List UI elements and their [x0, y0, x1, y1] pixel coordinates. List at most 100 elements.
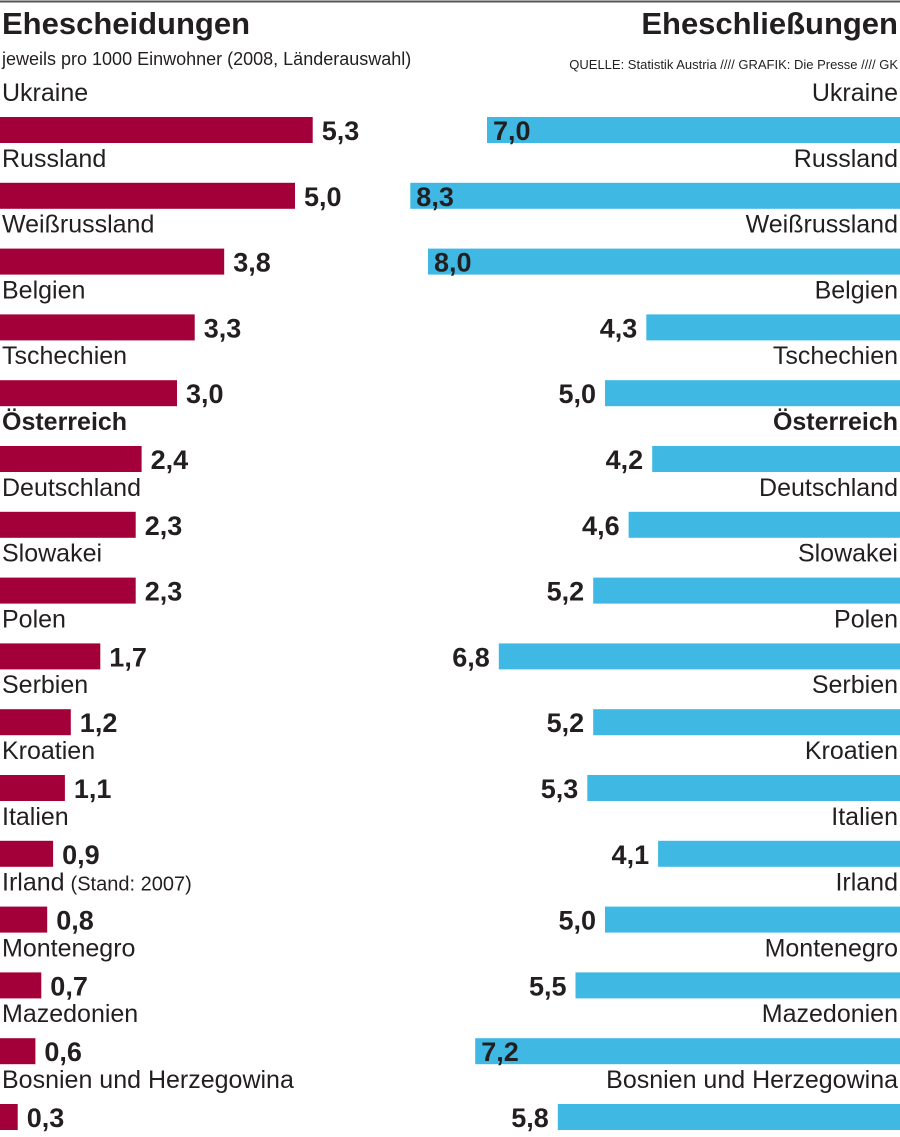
- right-bar-2: [410, 182, 900, 209]
- left-value-label-7: 2,3: [145, 511, 183, 541]
- left-category-label-14: Montenegro: [2, 934, 135, 962]
- left-category-label-3: Weißrussland: [2, 211, 154, 239]
- left-value-label-6: 2,4: [151, 445, 189, 475]
- right-value-label-7: 4,6: [582, 511, 620, 541]
- right-bar-5: [605, 380, 900, 407]
- divorce-bars-group: Ukraine 5,3 Russland 5,0 Weißrussland 3,8 Belg…: [0, 79, 359, 1133]
- left-category-name-4: Belgien: [2, 276, 85, 304]
- left-category-label-5: Tschechien: [2, 342, 127, 370]
- left-category-label-15: Mazedonien: [2, 1000, 138, 1028]
- right-category-label-15: Mazedonien: [762, 1000, 898, 1028]
- right-bar-12: [658, 840, 900, 867]
- left-bar-11: [0, 775, 65, 801]
- left-value-label-4: 3,3: [204, 313, 242, 343]
- left-category-label-12: Italien: [2, 803, 69, 831]
- right-chart-title: Eheschließungen: [641, 6, 898, 41]
- left-value-label-1: 5,3: [322, 116, 360, 146]
- left-category-label-4: Belgien: [2, 276, 85, 304]
- right-value-label-15: 7,2: [481, 1037, 519, 1067]
- right-value-label-9: 6,8: [452, 642, 490, 672]
- right-bar-3: [428, 248, 900, 275]
- left-category-name-10: Serbien: [2, 671, 88, 699]
- left-value-label-2: 5,0: [304, 182, 342, 212]
- right-value-label-10: 5,2: [547, 708, 585, 738]
- left-category-name-9: Polen: [2, 605, 66, 633]
- left-category-label-11: Kroatien: [2, 737, 95, 765]
- left-value-label-16: 0,3: [27, 1103, 65, 1133]
- right-bar-4: [646, 314, 900, 341]
- right-value-label-16: 5,8: [511, 1103, 549, 1133]
- left-category-name-6: Österreich: [2, 407, 127, 436]
- left-category-name-8: Slowakei: [2, 540, 102, 568]
- right-bar-7: [628, 511, 900, 538]
- right-category-label-12: Italien: [831, 803, 898, 831]
- left-category-name-13: Irland: [2, 869, 65, 897]
- left-category-name-5: Tschechien: [2, 342, 127, 370]
- right-bar-8: [593, 577, 900, 604]
- left-category-label-1: Ukraine: [2, 79, 88, 107]
- right-value-label-1: 7,0: [493, 116, 531, 146]
- left-value-label-11: 1,1: [74, 774, 112, 804]
- left-category-name-16: Bosnien und Herzegowina: [2, 1066, 294, 1094]
- left-category-name-12: Italien: [2, 803, 69, 831]
- right-category-label-7: Deutschland: [759, 474, 898, 502]
- right-value-label-11: 5,3: [541, 774, 579, 804]
- left-bar-15: [0, 1038, 36, 1065]
- left-bar-3: [0, 248, 225, 275]
- right-category-label-8: Slowakei: [798, 540, 898, 568]
- left-bar-16: [0, 1104, 18, 1130]
- left-chart-subtitle: jeweils pro 1000 Einwohner (2008, Länder…: [1, 49, 411, 69]
- left-bar-14: [0, 972, 42, 999]
- left-value-label-13: 0,8: [56, 906, 94, 936]
- right-value-label-3: 8,0: [434, 248, 472, 278]
- left-bar-2: [0, 182, 295, 209]
- right-value-label-13: 5,0: [558, 906, 596, 936]
- left-bar-10: [0, 709, 71, 736]
- left-category-name-14: Montenegro: [2, 934, 135, 962]
- right-category-label-4: Belgien: [815, 276, 898, 304]
- left-category-label-2: Russland: [2, 145, 106, 173]
- left-category-label-8: Slowakei: [2, 540, 102, 568]
- left-category-label-10: Serbien: [2, 671, 88, 699]
- left-category-name-7: Deutschland: [2, 474, 141, 502]
- right-bar-16: [557, 1104, 900, 1130]
- right-category-label-9: Polen: [834, 605, 898, 633]
- left-category-name-15: Mazedonien: [2, 1000, 138, 1028]
- right-bar-1: [487, 117, 900, 143]
- left-value-label-9: 1,7: [109, 642, 147, 672]
- left-value-label-3: 3,8: [233, 248, 271, 278]
- right-value-label-8: 5,2: [547, 577, 585, 607]
- left-category-name-1: Ukraine: [2, 79, 88, 107]
- right-value-label-5: 5,0: [558, 379, 596, 409]
- right-bar-13: [605, 906, 900, 933]
- right-category-label-3: Weißrussland: [746, 211, 898, 239]
- right-category-label-6: Österreich: [773, 407, 898, 436]
- source-credit: QUELLE: Statistik Austria //// GRAFIK: D…: [569, 57, 898, 72]
- right-category-label-11: Kroatien: [805, 737, 898, 765]
- left-bar-1: [0, 117, 313, 143]
- right-value-label-6: 4,2: [606, 445, 644, 475]
- left-category-label-16: Bosnien und Herzegowina: [2, 1066, 294, 1094]
- left-bar-4: [0, 314, 195, 341]
- right-value-label-2: 8,3: [416, 182, 454, 212]
- right-bar-11: [587, 775, 900, 801]
- left-bar-9: [0, 643, 101, 670]
- right-value-label-12: 4,1: [612, 840, 650, 870]
- right-bar-10: [593, 709, 900, 736]
- left-bar-12: [0, 840, 54, 867]
- left-chart-title: Ehescheidungen: [2, 6, 250, 41]
- right-bar-9: [498, 643, 900, 670]
- left-value-label-10: 1,2: [80, 708, 118, 738]
- left-category-name-3: Weißrussland: [2, 211, 154, 239]
- left-bar-7: [0, 511, 136, 538]
- right-value-label-4: 4,3: [600, 313, 638, 343]
- right-value-label-14: 5,5: [529, 971, 567, 1001]
- right-category-label-10: Serbien: [812, 671, 898, 699]
- right-category-label-14: Montenegro: [765, 934, 898, 962]
- right-category-label-16: Bosnien und Herzegowina: [606, 1066, 898, 1094]
- left-value-label-5: 3,0: [186, 379, 224, 409]
- right-category-label-13: Irland: [835, 869, 898, 897]
- left-category-label-7: Deutschland: [2, 474, 141, 502]
- left-bar-8: [0, 577, 136, 604]
